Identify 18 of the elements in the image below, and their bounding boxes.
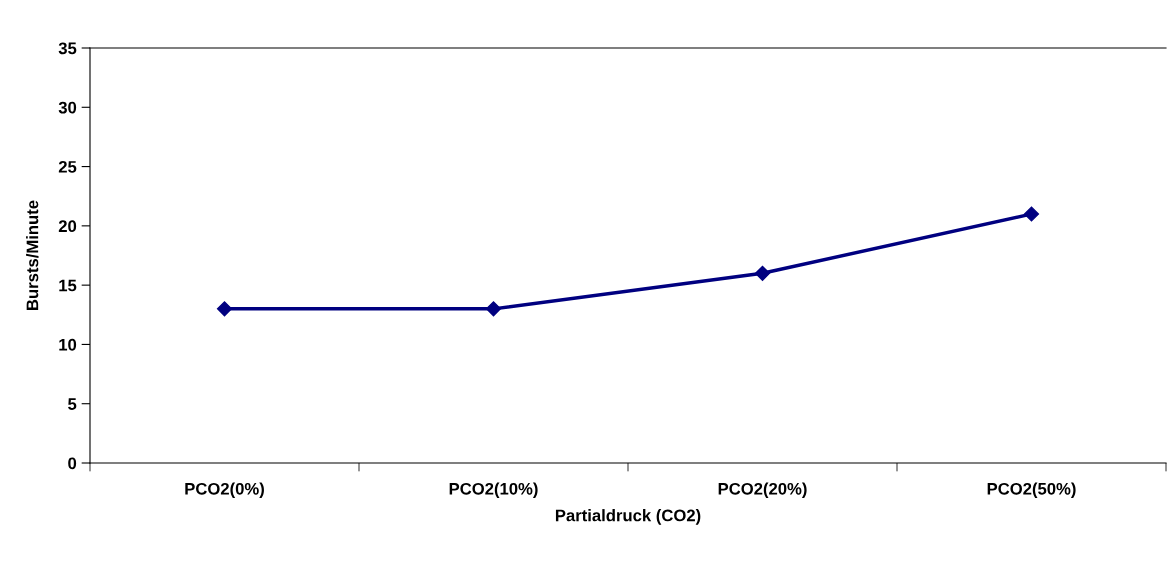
y-tick-label: 0 xyxy=(68,457,77,470)
y-tick-label: 5 xyxy=(68,398,77,410)
x-axis-title: Partialdruck (CO2) xyxy=(555,509,701,525)
y-axis-title: Bursts/Minute xyxy=(26,200,39,310)
x-tick-label: PCO2(0%) xyxy=(185,482,264,498)
y-tick-label: 10 xyxy=(59,338,77,351)
y-tick-label: 35 xyxy=(58,42,77,55)
point xyxy=(1023,206,1040,222)
point xyxy=(216,301,233,317)
y-tick-label: 20 xyxy=(58,220,77,233)
y-tick-label: 25 xyxy=(58,160,77,173)
point xyxy=(485,301,502,317)
x-tick-label: PCO2(50%) xyxy=(987,482,1076,498)
point xyxy=(754,265,771,281)
y-tick-label: 30 xyxy=(58,101,77,114)
y-tick-label: 15 xyxy=(59,279,77,292)
x-tick-label: PCO2(10%) xyxy=(449,482,538,498)
x-tick-label: PCO2(20%) xyxy=(718,482,807,498)
